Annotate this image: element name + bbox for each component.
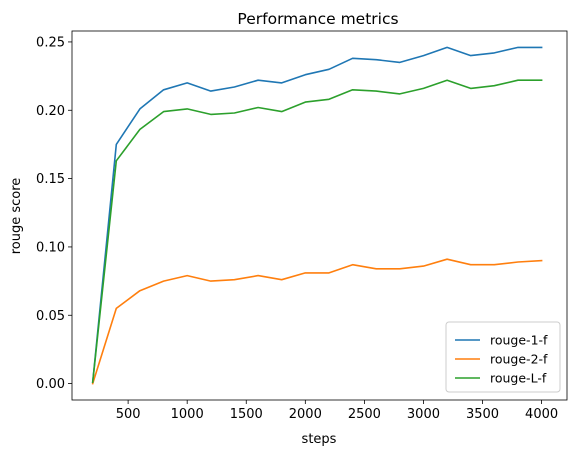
y-axis: 0.00 0.05 0.10 0.15 0.20 0.25 <box>36 35 72 392</box>
x-tick-label: 1500 <box>230 407 263 422</box>
y-axis-title: rouge score <box>9 178 24 255</box>
x-axis: 500 1000 1500 2000 2500 3000 3500 4000 <box>116 400 558 422</box>
series-layer <box>91 46 543 385</box>
legend-label: rouge-2-f <box>490 352 548 367</box>
legend: rouge-1-f rouge-2-f rouge-L-f <box>445 321 561 393</box>
x-axis-title: steps <box>302 432 337 447</box>
y-tick-label: 0.10 <box>36 240 65 255</box>
x-tick-label: 2500 <box>348 407 381 422</box>
y-tick-label: 0.20 <box>36 104 65 119</box>
chart-title: Performance metrics <box>237 10 398 28</box>
x-tick-label: 4000 <box>525 407 558 422</box>
y-tick-label: 0.15 <box>36 172 65 187</box>
y-tick-label: 0.00 <box>36 377 65 392</box>
x-tick-label: 2000 <box>289 407 322 422</box>
series-line-rouge-L-f <box>91 79 543 384</box>
legend-label: rouge-1-f <box>490 333 548 348</box>
y-tick-label: 0.05 <box>36 309 65 324</box>
legend-label: rouge-L-f <box>490 371 547 386</box>
x-tick-label: 500 <box>116 407 141 422</box>
x-tick-label: 1000 <box>171 407 204 422</box>
series-line-rouge-2-f <box>91 258 543 385</box>
x-tick-label: 3000 <box>407 407 440 422</box>
y-tick-label: 0.25 <box>36 35 65 50</box>
series-line-rouge-1-f <box>91 46 543 384</box>
x-tick-label: 3500 <box>466 407 499 422</box>
